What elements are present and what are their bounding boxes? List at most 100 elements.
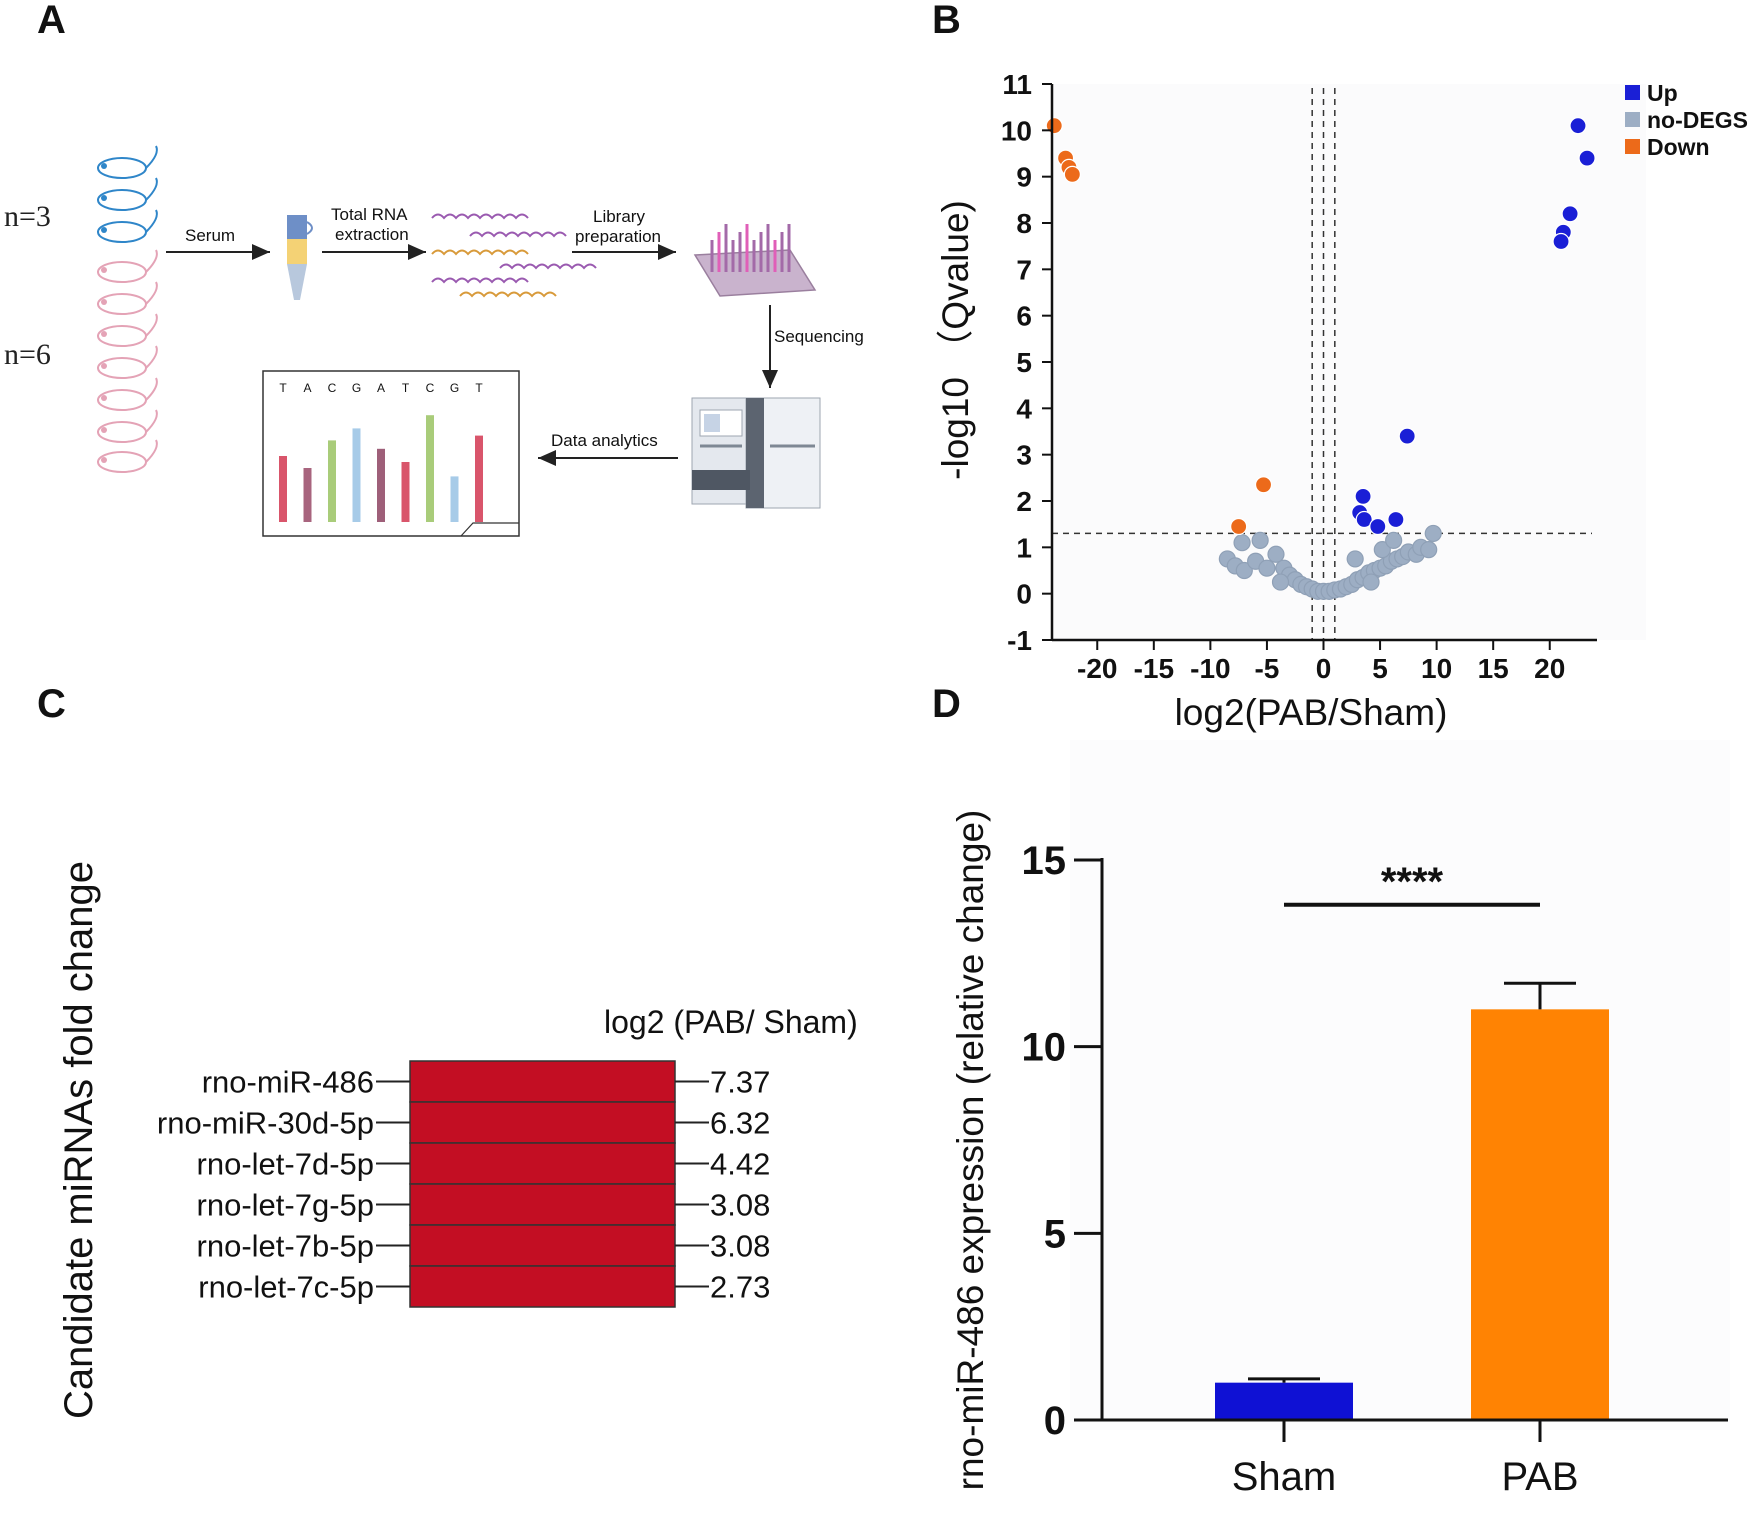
base-bar	[279, 456, 287, 522]
base-bar	[475, 435, 483, 522]
flow-cell-icon	[693, 224, 817, 297]
blood-tube-icon	[287, 215, 313, 300]
volcano-point-no-degs	[1346, 550, 1364, 568]
mirna-ylabel: Candidate miRNAs fold change	[57, 861, 101, 1419]
rat-icon	[97, 145, 158, 179]
bar-y-tick-label: 5	[1044, 1212, 1066, 1256]
volcano-ylabel: -log10 （Qvalue)	[935, 200, 976, 480]
rat-icon	[97, 281, 158, 315]
base-letter: C	[328, 381, 337, 395]
legend-swatch-down	[1625, 139, 1640, 154]
step-rna-1: Total RNA	[331, 205, 408, 224]
volcano-point-up	[1561, 205, 1579, 223]
rat-icon	[97, 209, 158, 243]
base-letter: G	[352, 381, 361, 395]
mirna-cell	[409, 1060, 676, 1103]
volcano-point-no-degs	[1385, 531, 1403, 549]
sequencer-icon	[691, 397, 821, 509]
bar-sham	[1215, 1382, 1353, 1420]
panel-label-d: D	[932, 682, 961, 726]
legend-label-down: Down	[1647, 134, 1710, 160]
rna-strand	[431, 277, 529, 284]
mirna-name: rno-miR-486	[202, 1065, 374, 1100]
volcano-point-up	[1369, 517, 1387, 536]
volcano-plot-area	[1052, 84, 1646, 640]
significance-stars: ****	[1381, 860, 1444, 904]
rat-icon	[97, 439, 158, 473]
volcano-point-up	[1398, 427, 1416, 445]
volcano-x-tick-label: 20	[1534, 653, 1565, 684]
volcano-x-tick-label: 10	[1421, 653, 1452, 684]
mirna-value: 2.73	[710, 1270, 770, 1305]
panel-label-c: C	[37, 682, 66, 726]
volcano-point-up	[1355, 510, 1373, 529]
mirna-value: 4.42	[710, 1147, 770, 1182]
volcano-y-tick-label: 8	[1016, 208, 1032, 239]
volcano-point-down	[1254, 476, 1273, 494]
mirna-value: 6.32	[710, 1106, 770, 1141]
base-letter: A	[377, 381, 385, 395]
group-count-pab: n=6	[4, 338, 51, 371]
volcano-y-tick-label: 4	[1016, 393, 1032, 424]
bar-category-label: PAB	[1501, 1455, 1578, 1499]
base-bar	[352, 428, 361, 522]
bar-y-tick-label: 15	[1022, 839, 1067, 883]
mirna-cell	[409, 1265, 676, 1308]
volcano-y-tick-label: 1	[1016, 532, 1032, 563]
mirna-name: rno-let-7b-5p	[197, 1229, 374, 1264]
volcano-x-tick-label: -15	[1134, 653, 1174, 684]
volcano-x-tick-label: 5	[1372, 653, 1388, 684]
panel-label-a: A	[37, 0, 66, 42]
step-library-2: preparation	[575, 227, 661, 246]
volcano-y-tick-label: 5	[1016, 347, 1032, 378]
legend-label-up: Up	[1647, 80, 1678, 106]
volcano-point-no-degs	[1424, 524, 1442, 543]
volcano-point-down	[1230, 517, 1248, 536]
rat-icon	[97, 409, 158, 443]
volcano-point-no-degs	[1271, 573, 1290, 591]
volcano-point-no-degs	[1362, 573, 1380, 591]
mirna-column-header: log2 (PAB/ Sham)	[604, 1004, 858, 1040]
step-rna-2: extraction	[335, 225, 409, 244]
rat-icons	[97, 145, 158, 473]
rna-strands-icon	[431, 213, 597, 298]
volcano-point-no-degs	[1420, 541, 1438, 559]
base-bar	[401, 462, 410, 522]
mirna-value: 3.08	[710, 1188, 770, 1223]
group-count-control: n=3	[4, 200, 51, 233]
bar-category-label: Sham	[1232, 1455, 1337, 1499]
rat-icon	[97, 345, 158, 379]
volcano-y-tick-label: 2	[1016, 486, 1032, 517]
volcano-point-no-degs	[1235, 561, 1253, 580]
mirna-cell	[409, 1183, 676, 1226]
step-library-1: Library	[593, 207, 645, 226]
bar-y-tick-label: 0	[1044, 1399, 1066, 1443]
volcano-points	[1045, 117, 1596, 600]
mirna-heatmap: Candidate miRNAs fold change log2 (PAB/ …	[57, 861, 858, 1419]
volcano-point-up	[1354, 487, 1372, 505]
rat-icon	[97, 177, 158, 211]
volcano-point-no-degs	[1258, 559, 1276, 577]
base-letter: T	[402, 381, 410, 395]
base-letter: A	[303, 381, 311, 395]
rna-strand	[431, 213, 529, 220]
volcano-point-no-degs	[1251, 531, 1269, 549]
volcano-y-tick-label: 0	[1016, 579, 1032, 610]
workflow-diagram: n=3 n=6 Serum Total RNA extraction Libra…	[4, 145, 864, 537]
mirna-cell	[409, 1224, 676, 1267]
volcano-y-tick-label: 3	[1016, 440, 1032, 471]
legend-label-no-degs: no-DEGS	[1647, 107, 1748, 133]
volcano-x-tick-label: 0	[1316, 653, 1332, 684]
step-sequencing: Sequencing	[774, 327, 864, 346]
base-bar	[450, 476, 459, 522]
rna-strand	[469, 231, 567, 238]
volcano-x-tick-label: -10	[1190, 653, 1230, 684]
mirna-value: 7.37	[710, 1065, 770, 1100]
volcano-point-down	[1063, 165, 1081, 183]
base-letter: G	[450, 381, 459, 395]
base-letter: T	[475, 381, 483, 395]
